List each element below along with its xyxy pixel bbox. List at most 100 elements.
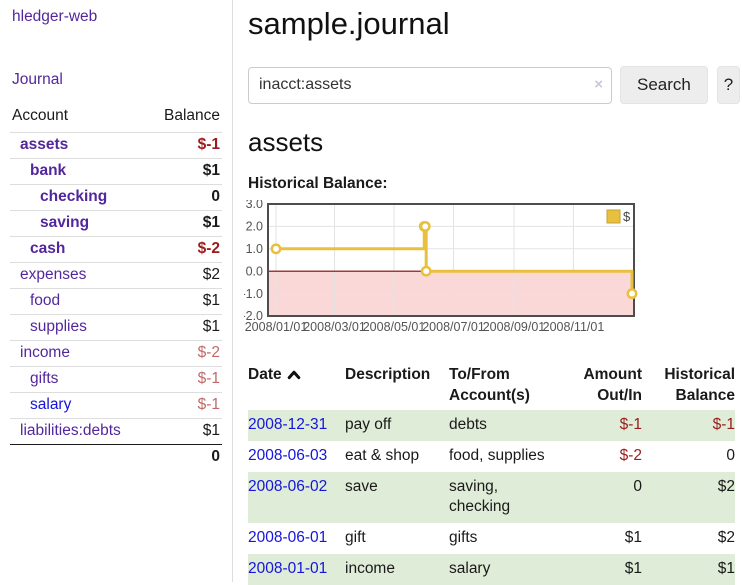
account-row: food $1 [10,288,222,315]
account-row: cash $-2 [10,236,222,263]
account-balance: $1 [148,158,222,185]
transaction-accounts: saving, checking [449,472,552,523]
date-column-header[interactable]: Date [248,362,345,410]
account-link-gifts[interactable]: gifts [30,370,59,387]
x-tick-label: 2008/01/01 [245,320,308,334]
clear-search-icon[interactable]: × [594,75,603,93]
data-point-marker [420,265,432,277]
sort-ascending-icon [287,370,300,380]
historical-balance-column-header: Historical Balance [664,366,735,404]
account-link-liabilities-debts[interactable]: liabilities:debts [20,422,121,439]
transaction-accounts: debts [449,410,552,441]
account-balance: $1 [148,418,222,445]
transaction-date-link[interactable]: 2008-12-31 [248,416,328,433]
account-row: supplies $1 [10,314,222,341]
transaction-accounts: salary [449,554,552,585]
search-bar: × Search ? [248,66,740,104]
transaction-description: income [345,554,449,585]
data-point-marker [419,220,431,232]
account-row: liabilities:debts $1 [10,418,222,445]
transaction-date-link[interactable]: 2008-01-01 [248,560,328,577]
account-balance: $-1 [148,132,222,159]
account-link-assets[interactable]: assets [20,136,69,153]
account-link-supplies[interactable]: supplies [30,318,87,335]
account-link-expenses[interactable]: expenses [20,266,87,283]
plot-border [267,203,635,317]
transaction-amount: $1 [552,554,642,585]
balance-column-header: Balance [163,107,220,124]
account-heading: assets [248,127,324,157]
transactions-header-row: Date Description To/From Account(s) Amou… [248,362,735,410]
sidebar: hledger-web Journal Account Balance asse… [0,0,233,582]
page-title: sample.journal [248,6,450,41]
transaction-date-link[interactable]: 2008-06-02 [248,478,328,495]
transaction-amount: $1 [624,529,642,546]
account-link-saving[interactable]: saving [40,214,90,231]
account-balance: $2 [148,262,222,289]
main-content: sample.journal × Search ? assets Histori… [244,0,740,585]
x-tick-label: 2008/03/01 [303,320,366,334]
data-point-marker [270,243,282,255]
account-balance: $1 [148,210,222,237]
account-link-income[interactable]: income [20,344,70,361]
x-tick-label: 2008/09/01 [483,320,546,334]
accounts-total-value: 0 [148,444,222,470]
account-balance: $-1 [148,392,222,419]
transaction-balance: $2 [717,529,735,546]
accounts-total-spacer [10,444,149,470]
transaction-description: pay off [345,410,449,441]
y-tick-label: 1.0 [246,242,263,256]
app-title-link[interactable]: hledger-web [12,8,98,25]
account-link-cash[interactable]: cash [30,240,66,257]
account-balance: $-1 [148,366,222,393]
transaction-amount: $-1 [552,410,642,441]
y-tick-label: 3.0 [246,200,263,211]
sidebar-item-journal[interactable]: Journal [12,71,63,88]
historical-balance-chart: 3.0 2.0 1.0 0.0 -1.0 -2.02008/01/012008/03/01… [244,200,638,334]
x-tick-label: 2008/11/01 [543,320,605,334]
account-row: assets $-1 [10,132,222,159]
x-tick-label: 2008/05/01 [363,320,426,334]
transaction-date-link[interactable]: 2008-06-01 [248,529,328,546]
accounts-total-row: 0 [10,444,222,470]
account-link-checking[interactable]: checking [40,188,108,205]
account-balance: $-2 [148,236,222,263]
transaction-balance: 0 [726,447,735,464]
account-link-bank[interactable]: bank [30,162,67,179]
accounts-column-header: To/From Account(s) [449,366,530,404]
account-row: income $-2 [10,340,222,367]
data-point-marker [626,288,638,300]
transaction-row: 2008-06-01 gift gifts $1 $2 [248,523,735,554]
transactions-table: Date Description To/From Account(s) Amou… [248,362,735,585]
accounts-balance-table: Account Balance assets $-1 bank $1 checking 0… [10,104,222,470]
search-input[interactable] [248,66,612,104]
accounts-header-row: Account Balance [10,104,222,133]
account-link-salary[interactable]: salary [30,396,72,413]
transaction-amount: $-2 [619,447,642,464]
account-balance: $-2 [148,340,222,367]
date-header-label: Date [248,366,282,383]
amount-column-header: Amount Out/In [583,366,642,404]
account-column-header: Account [12,107,69,124]
legend-label: $ [623,209,631,224]
account-link-food[interactable]: food [30,292,61,309]
transaction-balance: $2 [642,472,735,523]
account-row: salary $-1 [10,392,222,419]
chart-label: Historical Balance: [248,175,388,192]
search-button[interactable]: Search [620,66,708,104]
y-tick-label: 0.0 [246,264,263,278]
help-button[interactable]: ? [716,66,740,104]
account-balance: $1 [148,314,222,341]
transaction-row: 2008-12-31 pay off debts $-1 $-1 [248,410,735,441]
account-row: bank $1 [10,158,222,185]
account-row: gifts $-1 [10,366,222,393]
transaction-amount: 0 [552,472,642,523]
transaction-balance: $-1 [642,410,735,441]
transaction-description: save [345,472,449,523]
transaction-accounts: food, supplies [449,447,545,464]
account-row: expenses $2 [10,262,222,289]
transaction-date-link[interactable]: 2008-06-03 [248,447,328,464]
account-row: checking 0 [10,184,222,211]
transaction-description: eat & shop [345,447,420,464]
y-tick-label: 2.0 [246,220,263,234]
